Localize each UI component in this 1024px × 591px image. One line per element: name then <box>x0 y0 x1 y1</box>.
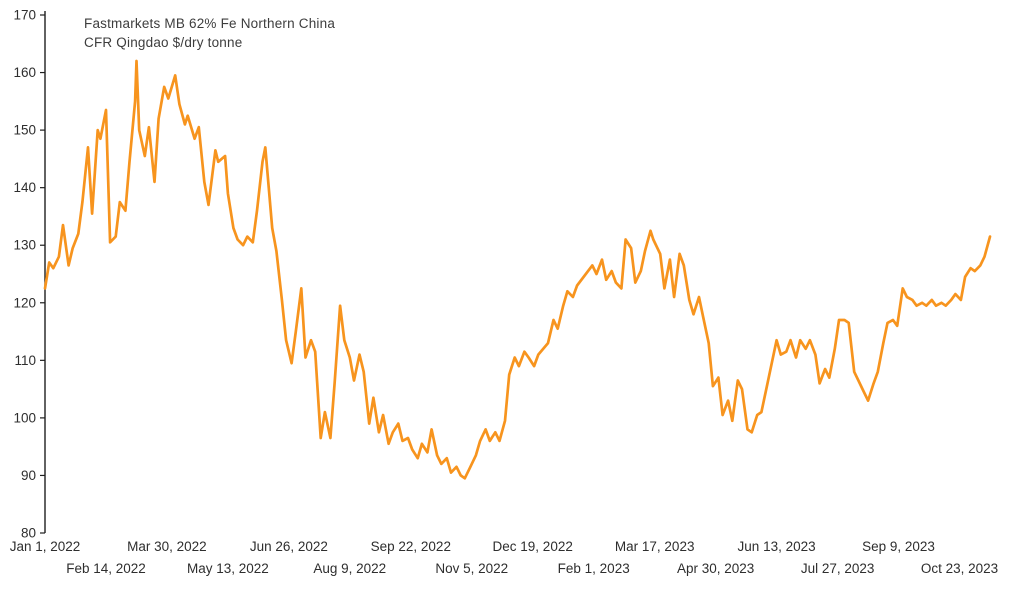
y-tick-label: 120 <box>13 295 36 310</box>
x-tick-label: May 13, 2022 <box>187 561 269 576</box>
x-tick-label: Apr 30, 2023 <box>677 561 754 576</box>
chart-title-line2: CFR Qingdao $/dry tonne <box>84 35 243 50</box>
x-tick-label: Feb 1, 2023 <box>558 561 630 576</box>
x-tick-label: Sep 9, 2023 <box>862 539 935 554</box>
x-tick-label: Feb 14, 2022 <box>66 561 146 576</box>
x-tick-label: Jan 1, 2022 <box>10 539 81 554</box>
chart-title: Fastmarkets MB 62% Fe Northern China CFR… <box>84 14 335 52</box>
x-tick-label: Jun 26, 2022 <box>250 539 328 554</box>
x-tick-label: Jun 13, 2023 <box>738 539 816 554</box>
y-tick-label: 110 <box>14 353 36 368</box>
x-tick-label: Oct 23, 2023 <box>921 561 998 576</box>
chart-title-line1: Fastmarkets MB 62% Fe Northern China <box>84 16 336 31</box>
x-tick-label: Jul 27, 2023 <box>801 561 875 576</box>
x-tick-label: Mar 17, 2023 <box>615 539 695 554</box>
y-tick-label: 140 <box>13 180 36 195</box>
y-tick-label: 130 <box>13 238 36 253</box>
x-tick-label: Dec 19, 2022 <box>493 539 573 554</box>
x-tick-label: Aug 9, 2022 <box>313 561 386 576</box>
x-tick-label: Nov 5, 2022 <box>435 561 508 576</box>
price-line <box>43 59 992 480</box>
x-tick-label: Sep 22, 2022 <box>371 539 451 554</box>
y-tick-label: 90 <box>21 468 36 483</box>
y-tick-label: 100 <box>13 410 36 425</box>
y-tick-label: 80 <box>21 526 36 541</box>
y-tick-label: 170 <box>13 8 36 23</box>
x-tick-label: Mar 30, 2022 <box>127 539 207 554</box>
y-tick-label: 160 <box>13 65 36 80</box>
y-tick-label: 150 <box>13 123 36 138</box>
